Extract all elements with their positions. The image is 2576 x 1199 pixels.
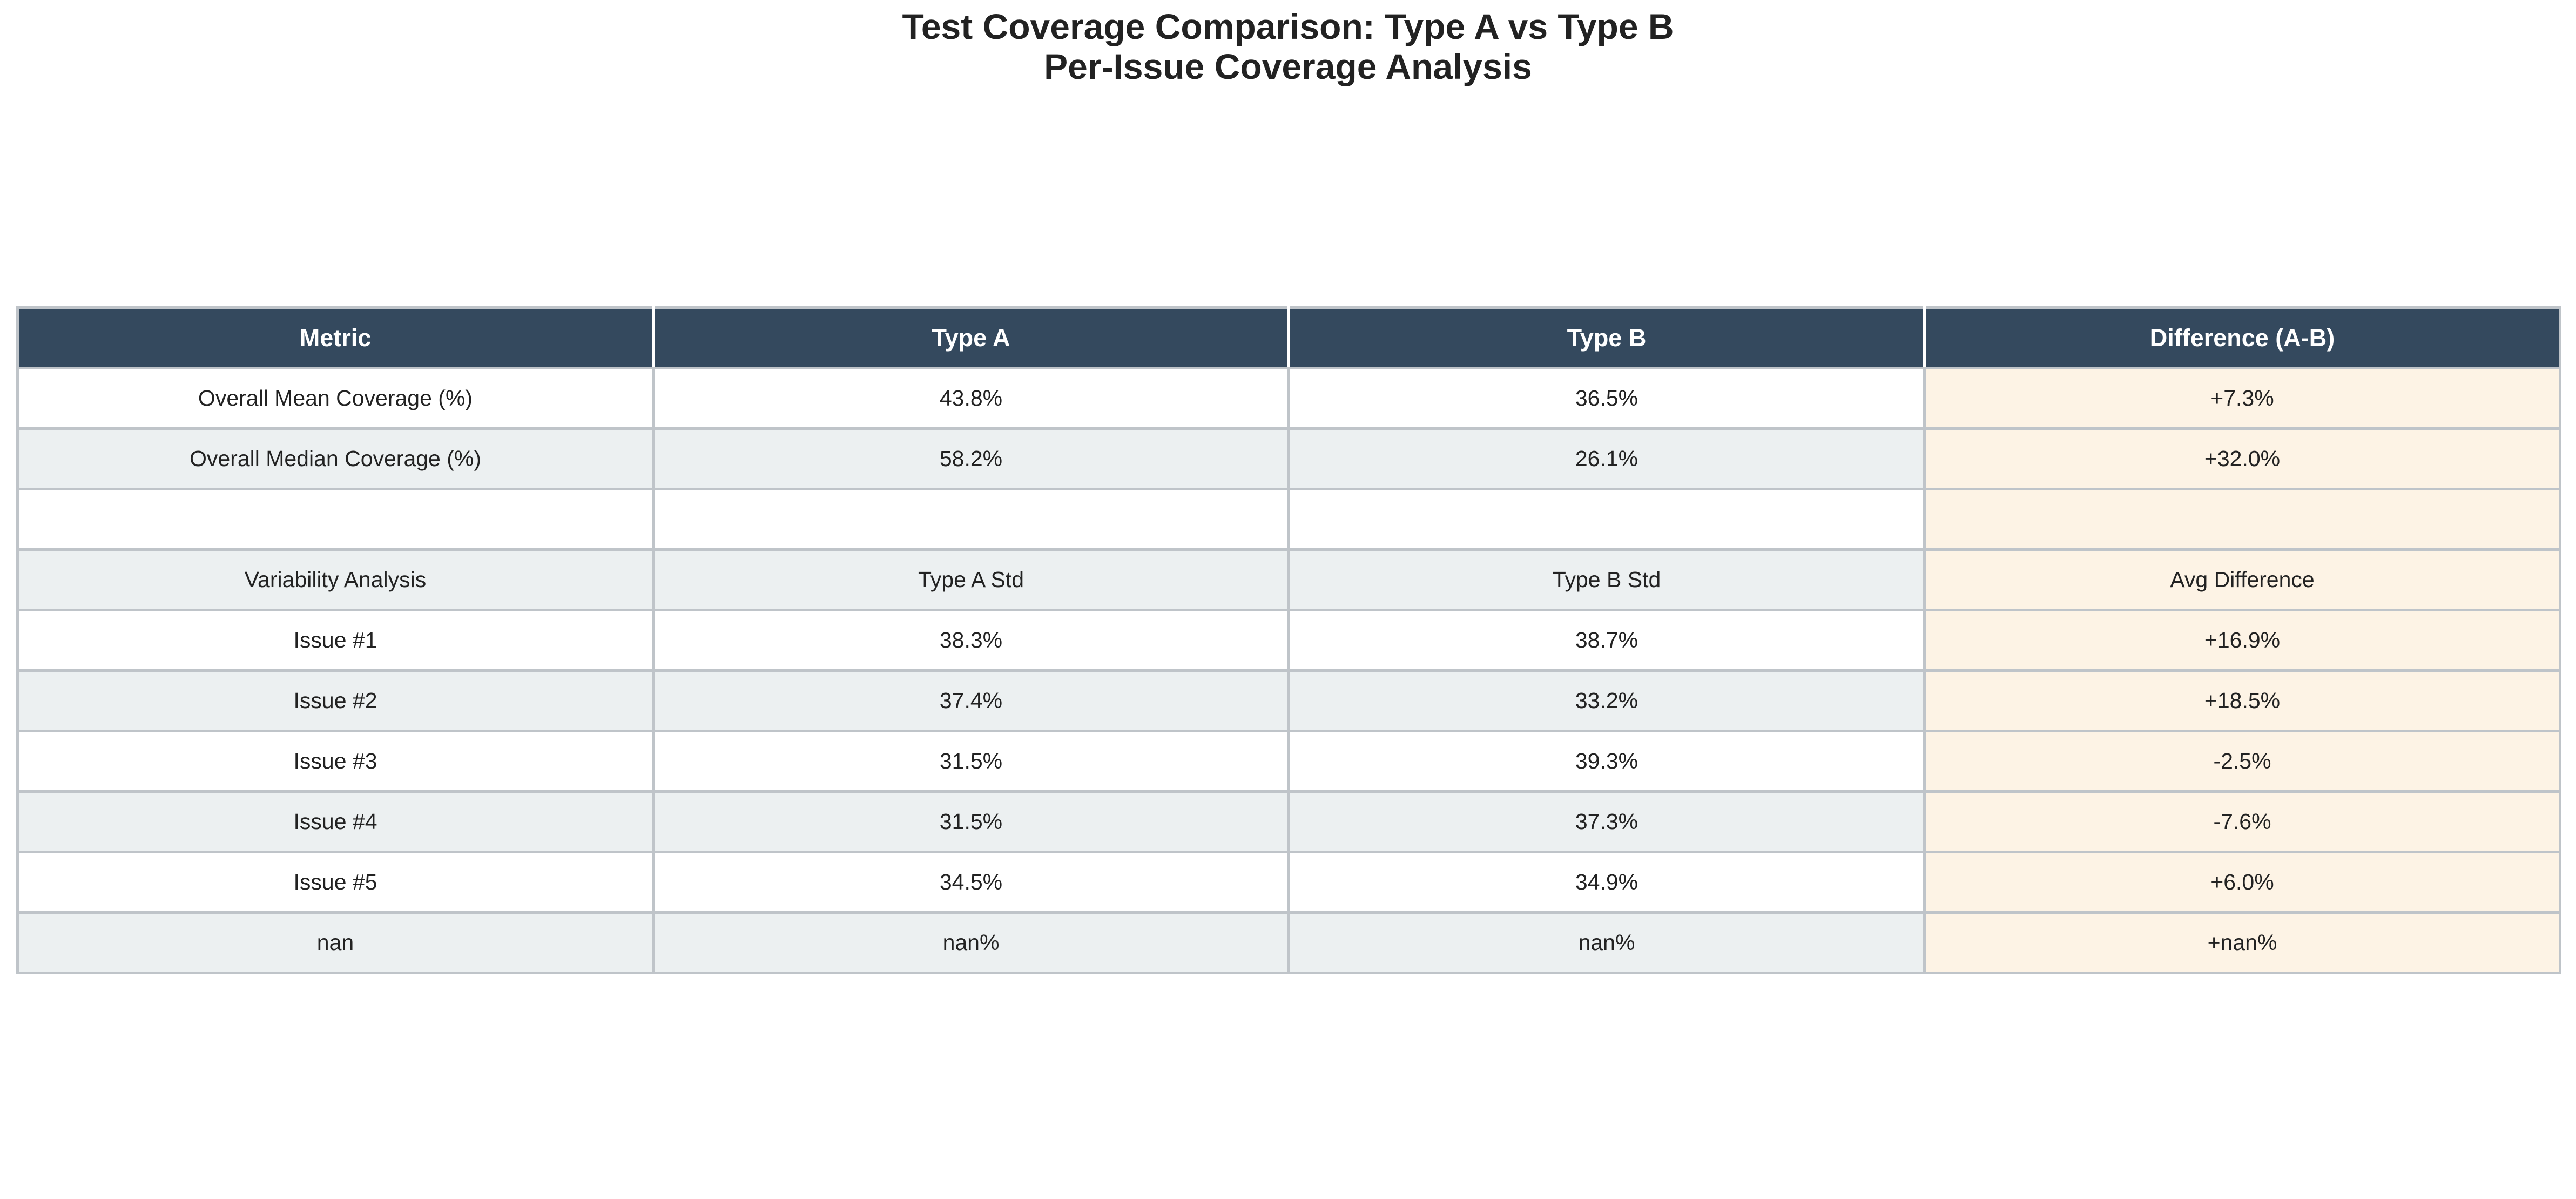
table-row: Issue #4 31.5% 37.3% -7.6% [16,790,2561,853]
coverage-table-container: Metric Type A Type B Difference (A-B) Ov… [16,306,2561,974]
type-b-cell: 36.5% [1287,367,1926,430]
difference-cell: -7.6% [1923,790,2561,853]
type-b-cell: 37.3% [1287,790,1926,853]
type-b-cell: 39.3% [1287,730,1926,793]
chart-title: Test Coverage Comparison: Type A vs Type… [0,6,2576,86]
header-cell-type-a: Type A [652,306,1290,369]
type-a-cell: 37.4% [652,669,1290,732]
coverage-table: Metric Type A Type B Difference (A-B) Ov… [16,306,2561,974]
table-body: Overall Mean Coverage (%) 43.8% 36.5% +7.3%… [16,367,2561,974]
chart-title-line-1: Test Coverage Comparison: Type A vs Type… [902,6,1674,46]
difference-cell: +nan% [1923,911,2561,974]
table-row: Issue #1 38.3% 38.7% +16.9% [16,609,2561,672]
type-b-cell: 34.9% [1287,851,1926,914]
header-cell-type-b: Type B [1287,306,1926,369]
type-b-cell: Type B Std [1287,548,1926,611]
type-b-cell [1287,488,1926,551]
metric-cell: Issue #3 [16,730,655,793]
type-a-cell: nan% [652,911,1290,974]
metric-cell [16,488,655,551]
table-row: Overall Median Coverage (%) 58.2% 26.1% +32… [16,427,2561,490]
metric-cell: Issue #4 [16,790,655,853]
difference-cell: +7.3% [1923,367,2561,430]
type-a-cell: 34.5% [652,851,1290,914]
table-row: Overall Mean Coverage (%) 43.8% 36.5% +7.3% [16,367,2561,430]
type-a-cell: 58.2% [652,427,1290,490]
type-b-cell: 26.1% [1287,427,1926,490]
type-a-cell: 31.5% [652,790,1290,853]
header-cell-metric: Metric [16,306,655,369]
table-row: Issue #3 31.5% 39.3% -2.5% [16,730,2561,793]
metric-cell: Overall Median Coverage (%) [16,427,655,490]
table-header-row: Metric Type A Type B Difference (A-B) [16,306,2561,369]
header-cell-difference: Difference (A-B) [1923,306,2561,369]
difference-cell: +18.5% [1923,669,2561,732]
chart-title-line-2: Per-Issue Coverage Analysis [1044,46,1532,86]
metric-cell: Overall Mean Coverage (%) [16,367,655,430]
type-a-cell: 38.3% [652,609,1290,672]
type-b-cell: 38.7% [1287,609,1926,672]
difference-cell: +16.9% [1923,609,2561,672]
metric-cell: Issue #5 [16,851,655,914]
type-a-cell [652,488,1290,551]
table-row: Issue #2 37.4% 33.2% +18.5% [16,669,2561,732]
metric-cell: nan [16,911,655,974]
type-a-cell: 31.5% [652,730,1290,793]
metric-cell: Variability Analysis [16,548,655,611]
type-b-cell: nan% [1287,911,1926,974]
difference-cell: +6.0% [1923,851,2561,914]
difference-cell: +32.0% [1923,427,2561,490]
metric-cell: Issue #1 [16,609,655,672]
metric-cell: Issue #2 [16,669,655,732]
type-b-cell: 33.2% [1287,669,1926,732]
type-a-cell: Type A Std [652,548,1290,611]
table-row [16,488,2561,551]
difference-cell: -2.5% [1923,730,2561,793]
type-a-cell: 43.8% [652,367,1290,430]
difference-cell: Avg Difference [1923,548,2561,611]
difference-cell [1923,488,2561,551]
table-row: nan nan% nan% +nan% [16,911,2561,974]
table-row: Issue #5 34.5% 34.9% +6.0% [16,851,2561,914]
table-row: Variability Analysis Type A Std Type B Std… [16,548,2561,611]
